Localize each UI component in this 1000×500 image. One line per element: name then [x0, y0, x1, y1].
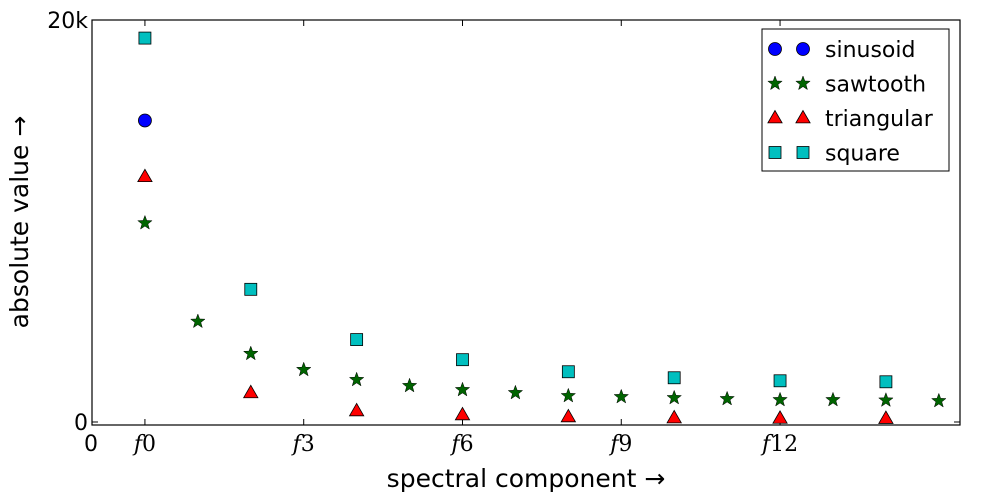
- square-point: [350, 333, 364, 346]
- sinusoid-point: [138, 113, 152, 128]
- y-tick-label: 0: [74, 411, 88, 436]
- sawtooth-point: [719, 390, 735, 406]
- square-point: [456, 353, 469, 367]
- square-point: [561, 365, 575, 379]
- legend-marker-sinusoid: [796, 42, 810, 56]
- sawtooth-point: [348, 371, 365, 387]
- sawtooth-point: [507, 384, 524, 400]
- triangular-point: [242, 384, 259, 399]
- sawtooth-point: [666, 389, 683, 405]
- legend-label-triangular: triangular: [825, 107, 934, 132]
- sawtooth-point: [560, 387, 577, 403]
- x-tick-label-sub: 0: [142, 432, 156, 457]
- legend-marker-square: [768, 146, 782, 159]
- triangular-point: [666, 409, 683, 424]
- x-tick-label: f12: [760, 432, 798, 457]
- y-axis-label: absolute value →: [5, 116, 34, 329]
- legend-marker-triangular: [795, 109, 811, 124]
- legend-item-square: square: [768, 142, 900, 167]
- square-point: [244, 282, 258, 296]
- legend-marker-sawtooth: [795, 75, 811, 91]
- x-tick-label-sub: 3: [301, 432, 315, 457]
- sawtooth-point: [137, 214, 153, 230]
- legend-label-square: square: [825, 142, 900, 167]
- sawtooth-point: [401, 377, 418, 393]
- data-points: [137, 31, 947, 424]
- legend-label-sinusoid: sinusoid: [825, 38, 915, 63]
- legend-item-sinusoid: sinusoid: [768, 38, 915, 63]
- y-tick-labels: 0 20k: [47, 9, 88, 436]
- legend-marker-sinusoid: [768, 42, 782, 56]
- x-origin-label: 0: [84, 432, 98, 457]
- square-point: [773, 374, 787, 388]
- series-sawtooth: [137, 214, 947, 408]
- triangular-point: [137, 168, 153, 183]
- legend-marker-triangular: [767, 109, 783, 124]
- sawtooth-point: [878, 392, 894, 407]
- x-tick-labels: f0 f3 f6 f9 f12: [132, 432, 798, 457]
- x-tick-label: f9: [608, 432, 632, 457]
- triangular-point: [348, 402, 365, 417]
- series-sinusoid: [138, 113, 152, 128]
- x-axis-label: spectral component →: [387, 464, 666, 493]
- x-tick-label-sub: 9: [618, 432, 632, 457]
- sawtooth-point: [825, 391, 841, 407]
- plot-frame: [91, 19, 961, 426]
- triangular-point: [454, 406, 471, 421]
- sawtooth-point: [454, 381, 471, 397]
- triangular-point: [772, 410, 788, 424]
- square-point: [879, 375, 893, 389]
- x-tick-label: f3: [291, 432, 315, 457]
- legend-label-sawtooth: sawtooth: [825, 73, 926, 98]
- sawtooth-point: [772, 391, 788, 407]
- x-tick-label: f6: [449, 432, 473, 457]
- sawtooth-point: [242, 345, 259, 361]
- series-square: [138, 31, 893, 389]
- x-tick-label: f0: [132, 432, 156, 457]
- legend-marker-sawtooth: [767, 75, 783, 91]
- legend-item-triangular: triangular: [767, 107, 934, 132]
- x-tick-label-sub: 6: [460, 432, 474, 457]
- legend-item-sawtooth: sawtooth: [767, 73, 926, 98]
- series-triangular: [137, 168, 894, 424]
- sawtooth-point: [295, 361, 312, 377]
- triangular-point: [560, 408, 577, 423]
- sawtooth-point: [190, 313, 206, 329]
- legend-box: [761, 28, 950, 172]
- sawtooth-point: [931, 392, 947, 408]
- sawtooth-point: [613, 388, 630, 404]
- x-tick-label-sub: 12: [770, 432, 798, 457]
- legend-marker-square: [796, 146, 810, 159]
- square-point: [138, 31, 152, 45]
- y-tick-label: 20k: [47, 9, 88, 34]
- square-point: [667, 371, 681, 385]
- triangular-point: [878, 410, 894, 424]
- legend: sinusoid sawtooth triangular square: [761, 28, 950, 172]
